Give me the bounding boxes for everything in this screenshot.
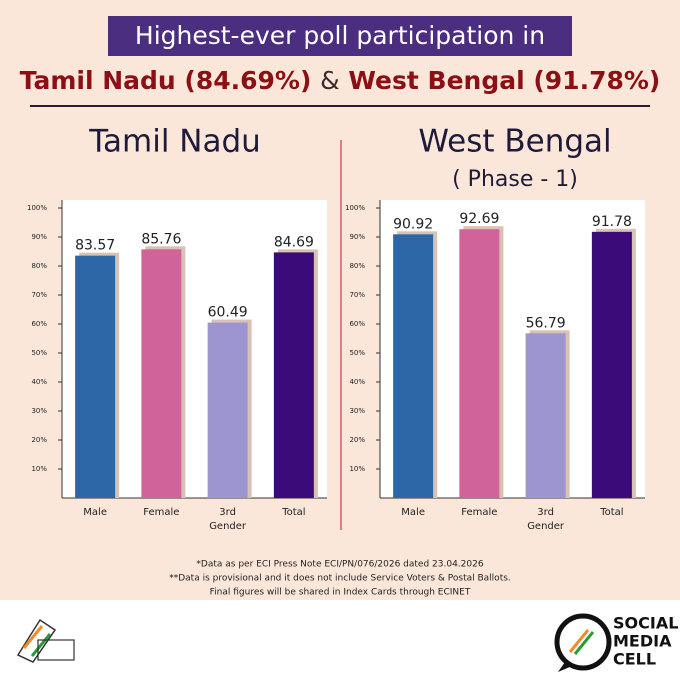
- bar: [393, 234, 434, 498]
- y-tick-label: 80%: [349, 262, 365, 270]
- value-label: 91.78: [592, 214, 632, 230]
- value-label: 84.69: [274, 234, 314, 250]
- y-tick-label: 50%: [349, 349, 365, 357]
- title: Highest-ever poll participation in: [135, 21, 545, 50]
- social-media-cell-logo: SOCIAL MEDIA CELL: [554, 613, 678, 672]
- value-label: 90.92: [393, 216, 433, 232]
- y-tick-label: 60%: [31, 320, 47, 328]
- x-tick-label: Female: [461, 507, 497, 518]
- bar: [75, 255, 116, 498]
- x-tick-label-line: 3rd: [219, 507, 236, 518]
- value-label: 56.79: [526, 315, 566, 331]
- bar: [591, 231, 632, 498]
- y-tick-label: 30%: [349, 407, 365, 415]
- x-tick-label: Female: [143, 507, 179, 518]
- bar: [207, 322, 248, 498]
- x-tick-label: Total: [599, 507, 623, 518]
- bar: [525, 333, 566, 498]
- x-tick-label-line: Gender: [527, 521, 565, 532]
- footnote: **Data is provisional and it does not in…: [169, 574, 511, 584]
- bar: [459, 229, 500, 498]
- y-tick-label: 40%: [349, 378, 365, 386]
- y-tick-label: 10%: [349, 465, 365, 473]
- y-tick-label: 100%: [345, 204, 365, 212]
- title-box: [108, 16, 572, 56]
- subtitle-part: West Bengal (91.78%): [348, 66, 660, 95]
- y-tick-label: 40%: [31, 378, 47, 386]
- y-tick-label: 30%: [31, 407, 47, 415]
- value-label: 85.76: [141, 231, 181, 247]
- x-tick-label-line: 3rd: [537, 507, 554, 518]
- chart-subtitle: ( Phase - 1): [452, 167, 578, 192]
- subtitle-part: &: [320, 66, 340, 95]
- y-tick-label: 20%: [31, 436, 47, 444]
- x-tick-label: 3rd Gender: [209, 507, 247, 532]
- eci-logo: [16, 618, 75, 663]
- chart-title: Tamil Nadu: [88, 124, 261, 160]
- value-label: 92.69: [459, 211, 499, 227]
- logo-text: CELL: [613, 650, 656, 669]
- y-tick-label: 50%: [31, 349, 47, 357]
- footnote: *Data as per ECI Press Note ECI/PN/076/2…: [196, 560, 483, 570]
- x-tick-label: Male: [83, 507, 107, 518]
- x-tick-label: Male: [401, 507, 425, 518]
- y-tick-label: 100%: [27, 204, 47, 212]
- bar: [273, 252, 314, 498]
- subtitle-part: Tamil Nadu (84.69%): [20, 66, 312, 95]
- logo-text: SOCIAL: [613, 614, 678, 633]
- y-tick-label: 10%: [31, 465, 47, 473]
- y-tick-label: 70%: [349, 291, 365, 299]
- y-tick-label: 70%: [31, 291, 47, 299]
- footnote: Final figures will be shared in Index Ca…: [210, 588, 471, 598]
- value-label: 83.57: [75, 238, 115, 254]
- chart-title: West Bengal: [418, 124, 611, 160]
- y-tick-label: 90%: [349, 233, 365, 241]
- x-tick-label: 3rd Gender: [527, 507, 565, 532]
- y-tick-label: 90%: [31, 233, 47, 241]
- charts: Tamil Nadu 10% 20% 30% 40% 50% 60% 70% 80% 90% 100…: [27, 124, 645, 532]
- x-tick-label: Total: [281, 507, 305, 518]
- bar: [141, 249, 182, 498]
- value-label: 60.49: [208, 305, 248, 321]
- logo-text: MEDIA: [613, 632, 672, 651]
- y-tick-label: 60%: [349, 320, 365, 328]
- y-tick-label: 80%: [31, 262, 47, 270]
- x-tick-label-line: Gender: [209, 521, 247, 532]
- subtitle: Tamil Nadu (84.69%) & West Bengal (91.78…: [20, 66, 661, 95]
- y-tick-label: 20%: [349, 436, 365, 444]
